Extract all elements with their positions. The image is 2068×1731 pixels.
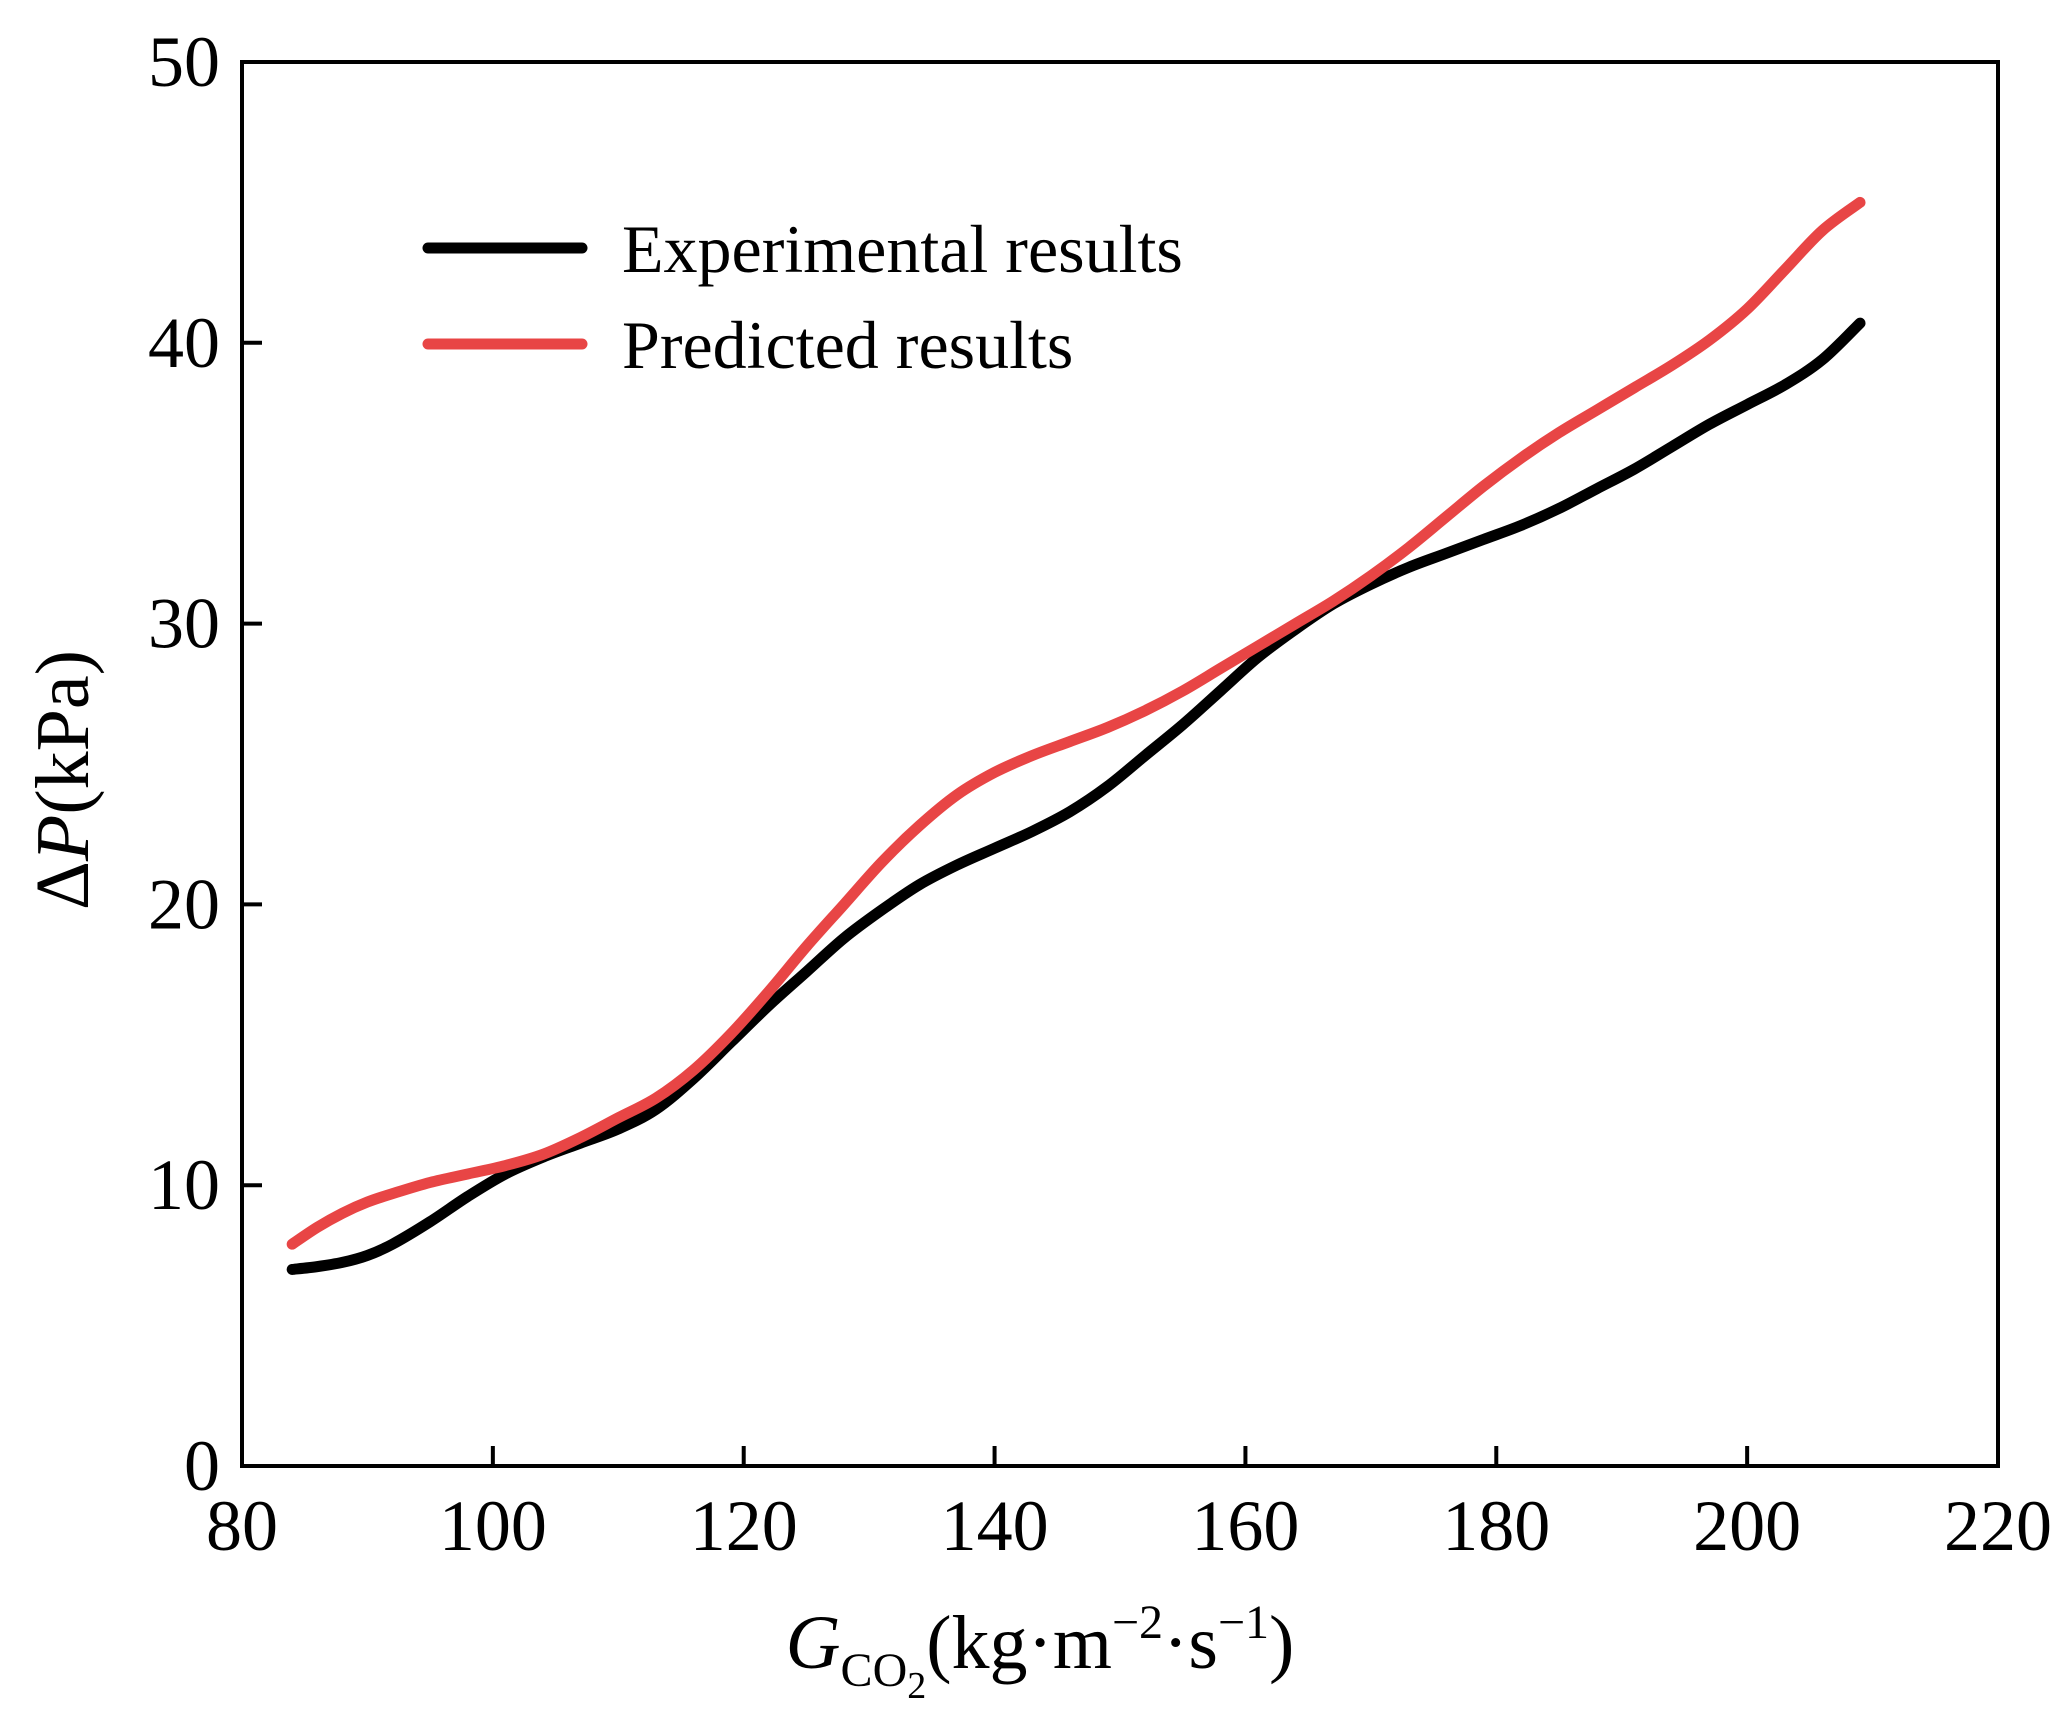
- y-axis-symbol: P: [21, 815, 105, 862]
- x-axis-units-suffix: ): [1269, 1601, 1294, 1685]
- x-axis-units-mid: ·s: [1163, 1601, 1218, 1685]
- x-axis-symbol: G: [786, 1601, 841, 1685]
- legend-label-experimental: Experimental results: [622, 211, 1183, 287]
- x-axis-label: GCO2(kg·m−2·s−1): [786, 1596, 1295, 1707]
- y-tick-label: 0: [184, 1426, 220, 1506]
- x-tick-label: 140: [941, 1486, 1049, 1566]
- x-tick-label: 200: [1693, 1486, 1801, 1566]
- y-tick-label: 40: [148, 303, 220, 383]
- y-tick-label: 10: [148, 1145, 220, 1225]
- x-tick-label: 120: [690, 1486, 798, 1566]
- x-tick-label: 80: [206, 1486, 278, 1566]
- series-line-predicted: [286, 196, 1866, 1250]
- y-axis-delta: Δ: [21, 861, 105, 910]
- y-tick-label: 30: [148, 584, 220, 664]
- y-axis-units: (kPa): [21, 650, 105, 815]
- y-tick-labels: 0 10 20 30 40 50: [148, 22, 220, 1506]
- x-axis-subscript: CO: [841, 1644, 908, 1697]
- x-axis-subscript-digit: 2: [907, 1665, 926, 1707]
- x-tick-labels: 80 100 120 140 160 180 200 220: [206, 1486, 2052, 1566]
- legend-label-predicted: Predicted results: [622, 307, 1073, 383]
- x-tick-label: 220: [1944, 1486, 2052, 1566]
- series-layer: [286, 196, 1866, 1275]
- legend: Experimental results Predicted results: [422, 211, 1183, 383]
- y-axis-label: ΔP(kPa): [21, 650, 105, 910]
- x-axis-units-prefix: (kg·m: [926, 1601, 1112, 1685]
- tick-layer: [240, 60, 2000, 1468]
- series-line-experimental: [286, 317, 1866, 1275]
- x-axis-exponent-2: −1: [1218, 1596, 1269, 1649]
- y-tick-label: 50: [148, 22, 220, 102]
- x-axis-exponent-1: −2: [1112, 1596, 1163, 1649]
- y-tick-label: 20: [148, 864, 220, 944]
- x-tick-label: 180: [1442, 1486, 1550, 1566]
- plot-frame: [240, 60, 2000, 1468]
- x-tick-label: 160: [1191, 1486, 1299, 1566]
- x-tick-label: 100: [439, 1486, 547, 1566]
